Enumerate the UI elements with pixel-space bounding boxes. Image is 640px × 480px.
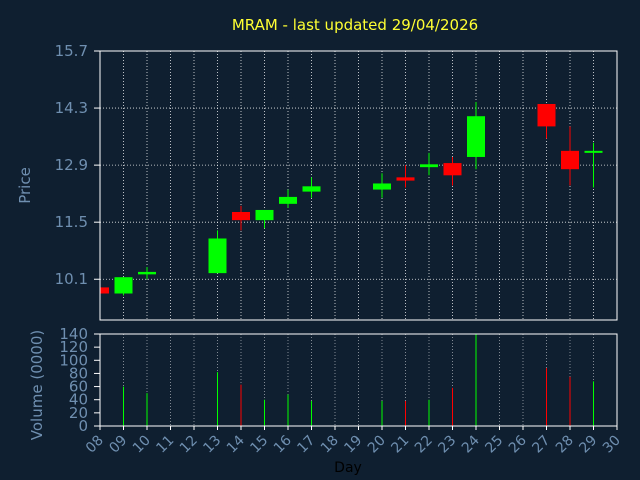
volume-y-tick-label: 80: [69, 364, 88, 382]
x-tick-label: 14: [224, 432, 248, 456]
price-grid: [100, 50, 617, 320]
volume-y-tick-label: 0: [78, 417, 88, 435]
x-tick-label: 19: [341, 433, 365, 457]
x-tick-label: 13: [200, 433, 224, 457]
price-plot-frame: [99, 50, 618, 321]
volume-y-tick-label: 20: [69, 404, 88, 422]
x-tick-label: 30: [600, 433, 624, 457]
price-y-ticks: 15.7 14.3 12.9 11.5 10.1: [55, 42, 100, 288]
price-y-tick-label: 12.9: [55, 156, 88, 174]
volume-y-tick-label: 120: [59, 338, 88, 356]
volume-axis-label: Volume (0000): [28, 330, 46, 440]
candle-body: [396, 177, 415, 181]
candle-body: [255, 209, 274, 221]
x-tick-label: 27: [529, 433, 553, 457]
volume-y-tick-label: 140: [59, 325, 88, 343]
candle-body: [420, 164, 438, 168]
price-y-tick-label: 10.1: [55, 270, 88, 288]
x-tick-label: 24: [459, 432, 483, 456]
x-axis-label: Day: [334, 460, 362, 476]
candle-body: [302, 186, 321, 192]
x-tick-label: 12: [177, 433, 201, 457]
volume-y-tick-label: 60: [69, 378, 88, 396]
candle-body: [443, 163, 462, 176]
volume-series: [123, 334, 594, 426]
x-tick-label: 10: [130, 433, 154, 457]
x-tick-label: 20: [365, 433, 389, 457]
x-tick-label: 28: [553, 433, 577, 457]
candle-body: [467, 116, 485, 157]
x-tick-label: 09: [106, 433, 130, 457]
x-tick-label: 11: [153, 433, 177, 457]
x-tick-label: 21: [388, 433, 412, 457]
candle-body: [561, 150, 579, 170]
candle-body: [373, 183, 391, 190]
price-y-tick-label: 15.7: [55, 42, 88, 60]
x-tick-label: 25: [482, 433, 506, 457]
candlestick-series: [99, 101, 603, 296]
x-tick-label: 29: [576, 433, 600, 457]
candle-body: [537, 103, 556, 127]
candle-body: [584, 150, 603, 153]
x-ticks: 08 09 10 11 12 13 14 15 16 17 18 19 20 21 22 23 24 25 26 27…: [83, 426, 624, 456]
x-tick-label: 23: [435, 433, 459, 457]
volume-y-tick-label: 100: [59, 351, 88, 369]
candle-body: [100, 287, 109, 294]
x-tick-label: 17: [294, 433, 318, 457]
volume-plot-frame: [99, 333, 618, 427]
volume-grid: [123, 334, 594, 426]
chart-title: MRAM - last updated 29/04/2026: [232, 16, 478, 34]
candle-body: [279, 196, 297, 204]
x-tick-label: 18: [318, 433, 342, 457]
x-tick-label: 26: [506, 432, 530, 456]
candle-body: [138, 271, 156, 275]
candle-body: [208, 238, 227, 274]
price-y-tick-label: 14.3: [55, 99, 88, 117]
price-y-tick-label: 11.5: [55, 213, 88, 231]
candle-body: [232, 211, 250, 221]
x-tick-label: 16: [271, 432, 295, 456]
x-tick-label: 15: [247, 433, 271, 457]
x-tick-label: 22: [412, 433, 436, 457]
candle-body: [114, 277, 133, 294]
volume-y-tick-label: 40: [69, 391, 88, 409]
x-tick-label: 08: [83, 433, 107, 457]
price-axis-label: Price: [16, 167, 34, 204]
